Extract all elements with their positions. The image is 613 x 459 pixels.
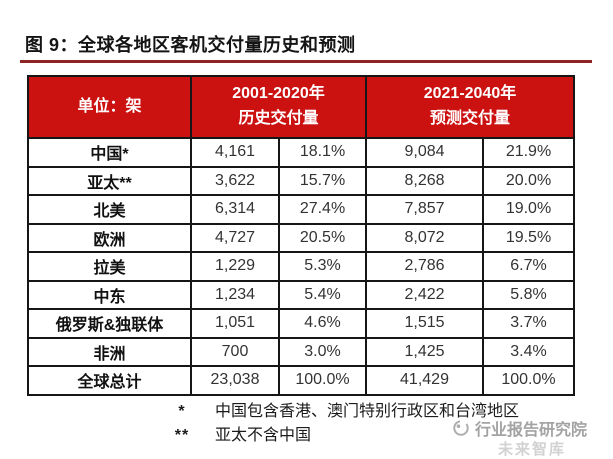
- hist-deliveries-cell: 23,038: [190, 365, 280, 396]
- footnote-text: 亚太不含中国: [215, 427, 312, 444]
- history-period: 2001-2020年: [232, 85, 325, 103]
- table-row: 亚太** 3,622 15.7% 8,268 20.0%: [27, 165, 575, 196]
- forecast-deliveries-cell: 7,857: [365, 194, 484, 225]
- table-row: 拉美 1,229 5.3% 2,786 6.7%: [27, 251, 575, 282]
- forecast-deliveries-cell: 8,268: [365, 165, 484, 196]
- forecast-share-cell: 21.9%: [482, 137, 575, 168]
- hist-deliveries-cell: 1,234: [190, 279, 280, 310]
- hist-deliveries-cell: 3,622: [190, 165, 280, 196]
- hist-share-cell: 100.0%: [278, 365, 367, 396]
- delivery-table: 单位：架 2001-2020年 历史交付量 2021-2040年 预测交付量 中…: [27, 75, 575, 396]
- hist-deliveries-cell: 1,229: [190, 251, 280, 282]
- forecast-period-header-cell: 2021-2040年 预测交付量: [365, 75, 575, 139]
- delivery-table-container: 单位：架 2001-2020年 历史交付量 2021-2040年 预测交付量 中…: [27, 75, 575, 396]
- forecast-label: 预测交付量: [429, 110, 510, 127]
- hist-share-cell: 15.7%: [278, 165, 367, 196]
- history-period-header-cell: 2001-2020年 历史交付量: [190, 75, 367, 139]
- title-underline: [20, 60, 592, 63]
- footnotes: * 中国包含香港、澳门特别行政区和台湾地区 ** 亚太不含中国: [27, 401, 573, 449]
- forecast-share-cell: 20.0%: [482, 165, 575, 196]
- hist-share-cell: 5.4%: [278, 279, 367, 310]
- swirl-logo-icon: [452, 419, 470, 437]
- forecast-deliveries-cell: 1,425: [365, 336, 484, 367]
- hist-deliveries-cell: 6,314: [190, 194, 280, 225]
- forecast-deliveries-cell: 2,786: [365, 251, 484, 282]
- figure-title: 图 9：全球各地区客机交付量历史和预测: [25, 35, 356, 55]
- table-row: 欧洲 4,727 20.5% 8,072 19.5%: [27, 222, 575, 253]
- forecast-share-cell: 3.7%: [482, 308, 575, 339]
- footnote-marker: *: [178, 403, 186, 420]
- hist-share-cell: 27.4%: [278, 194, 367, 225]
- table-header-row: 单位：架 2001-2020年 历史交付量 2021-2040年 预测交付量: [27, 75, 575, 139]
- footnote-marker: **: [174, 427, 190, 444]
- table-row-total: 全球总计 23,038 100.0% 41,429 100.0%: [27, 365, 575, 396]
- footnote: * 中国包含香港、澳门特别行政区和台湾地区: [27, 401, 573, 422]
- hist-share-cell: 20.5%: [278, 222, 367, 253]
- hist-share-cell: 4.6%: [278, 308, 367, 339]
- table-row: 中国* 4,161 18.1% 9,084 21.9%: [27, 137, 575, 168]
- footnote-text: 中国包含香港、澳门特别行政区和台湾地区: [215, 403, 520, 420]
- region-cell: 拉美: [27, 251, 192, 282]
- region-cell: 中东: [27, 279, 192, 310]
- watermark-text: 行业报告研究院: [475, 422, 588, 439]
- forecast-share-cell: 19.5%: [482, 222, 575, 253]
- hist-deliveries-cell: 4,727: [190, 222, 280, 253]
- forecast-deliveries-cell: 9,084: [365, 137, 484, 168]
- watermark-ghost-text: 未来智库: [498, 441, 567, 458]
- forecast-deliveries-cell: 41,429: [365, 365, 484, 396]
- region-cell: 俄罗斯&独联体: [27, 308, 192, 339]
- footnote: ** 亚太不含中国: [27, 425, 573, 446]
- forecast-deliveries-cell: 1,515: [365, 308, 484, 339]
- region-cell: 亚太**: [27, 165, 192, 196]
- region-cell: 中国*: [27, 137, 192, 168]
- region-cell: 北美: [27, 194, 192, 225]
- region-cell: 非洲: [27, 336, 192, 367]
- forecast-share-cell: 19.0%: [482, 194, 575, 225]
- table-row: 非洲 700 3.0% 1,425 3.4%: [27, 336, 575, 367]
- history-label: 历史交付量: [238, 110, 319, 127]
- table-row: 中东 1,234 5.4% 2,422 5.8%: [27, 279, 575, 310]
- table-row: 北美 6,314 27.4% 7,857 19.0%: [27, 194, 575, 225]
- hist-deliveries-cell: 1,051: [190, 308, 280, 339]
- unit-header-cell: 单位：架: [27, 75, 192, 139]
- forecast-deliveries-cell: 8,072: [365, 222, 484, 253]
- forecast-share-cell: 3.4%: [482, 336, 575, 367]
- hist-share-cell: 18.1%: [278, 137, 367, 168]
- hist-share-cell: 5.3%: [278, 251, 367, 282]
- hist-deliveries-cell: 4,161: [190, 137, 280, 168]
- forecast-deliveries-cell: 2,422: [365, 279, 484, 310]
- region-cell: 全球总计: [27, 365, 192, 396]
- table-row: 俄罗斯&独联体 1,051 4.6% 1,515 3.7%: [27, 308, 575, 339]
- forecast-period: 2021-2040年: [423, 85, 517, 103]
- table-body: 中国* 4,161 18.1% 9,084 21.9% 亚太** 3,622 15.7% 8,2…: [27, 137, 575, 396]
- watermark: 行业报告研究院: [452, 416, 587, 440]
- hist-deliveries-cell: 700: [190, 336, 280, 367]
- hist-share-cell: 3.0%: [278, 336, 367, 367]
- forecast-share-cell: 100.0%: [482, 365, 575, 396]
- forecast-share-cell: 5.8%: [482, 279, 575, 310]
- forecast-share-cell: 6.7%: [482, 251, 575, 282]
- region-cell: 欧洲: [27, 222, 192, 253]
